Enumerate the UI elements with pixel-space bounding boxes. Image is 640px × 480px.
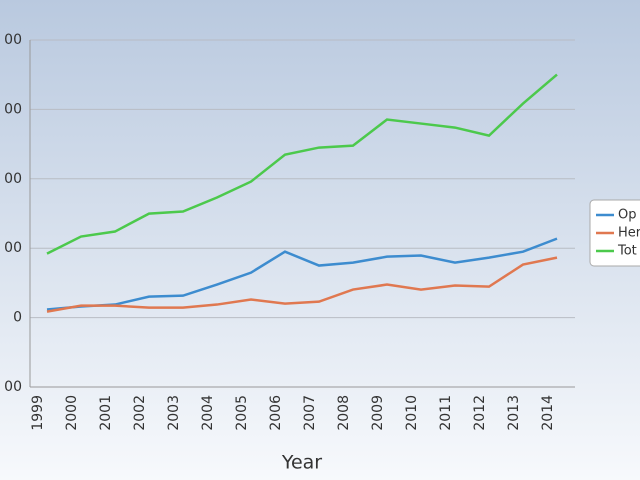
x-tick-label: 2005	[234, 395, 250, 431]
x-tick-label: 2011	[438, 395, 454, 431]
x-tick-label: 2009	[370, 395, 386, 431]
x-tick-label: 2013	[506, 395, 522, 431]
x-tick-label: 2004	[200, 395, 216, 431]
x-tick-label: 2001	[98, 395, 114, 431]
data-line	[46, 73, 558, 255]
y-tick-label: 0	[13, 310, 22, 326]
legend-label: Tot	[617, 244, 637, 259]
y-tick-label: 00	[4, 32, 22, 48]
x-tick-label: 2002	[132, 395, 148, 431]
x-tick-label: 2014	[540, 395, 556, 431]
x-axis-label: Year	[281, 452, 322, 474]
legend-label: Her	[618, 226, 640, 241]
x-tick-label: 2006	[268, 395, 284, 431]
x-tick-label: 2007	[302, 395, 318, 431]
x-tick-label: 2010	[404, 395, 420, 431]
y-tick-label: 00	[4, 379, 22, 395]
x-tick-label: 2000	[64, 395, 80, 431]
data-line	[46, 256, 558, 313]
x-tick-label: 2012	[472, 395, 488, 431]
data-line	[46, 237, 558, 311]
x-tick-label: 2008	[336, 395, 352, 431]
y-tick-label: 00	[4, 240, 22, 256]
y-tick-label: 00	[4, 171, 22, 187]
legend	[589, 199, 640, 267]
legend-label: Op	[618, 208, 636, 223]
y-tick-label: 00	[4, 101, 22, 117]
x-tick-label: 1999	[30, 395, 46, 431]
x-tick-label: 2003	[166, 395, 182, 431]
